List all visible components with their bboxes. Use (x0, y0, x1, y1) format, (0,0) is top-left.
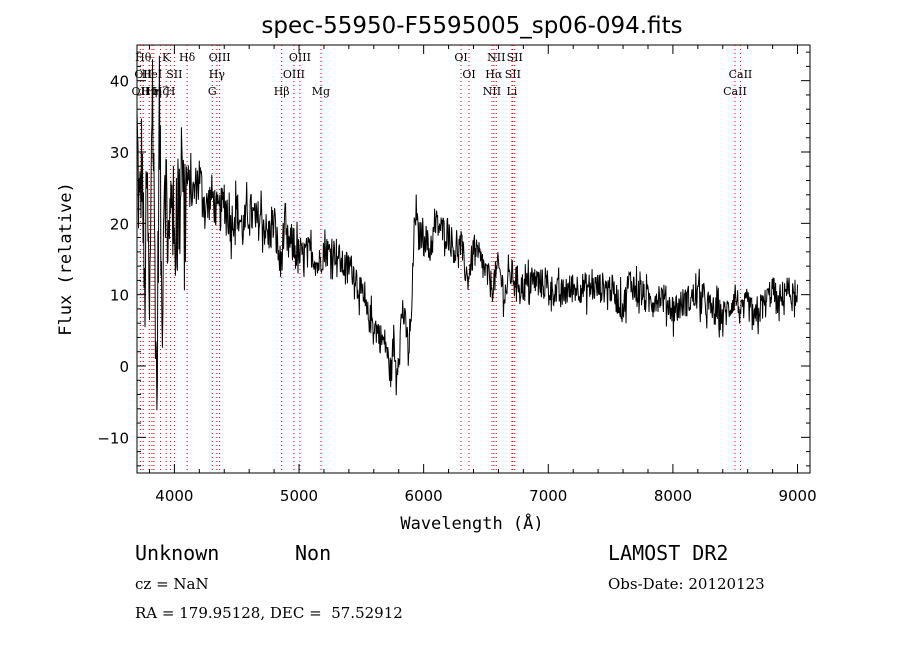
spectral-line-label: Hη (141, 85, 157, 98)
spectral-line-label: NII (483, 85, 501, 98)
y-tick-label: 40 (110, 73, 129, 91)
spectral-line-label: Li (506, 85, 517, 98)
spectral-line-label: K (162, 51, 171, 64)
spectral-line-label: Hβ (274, 85, 290, 98)
y-tick-label: 30 (110, 144, 129, 162)
spectral-line-label: Hζ (153, 85, 169, 98)
spectral-line-label: OIII (283, 68, 305, 81)
spectral-line-label: OII (134, 68, 152, 81)
y-tick-label: −10 (97, 429, 129, 447)
spectral-line-label: Hγ (209, 68, 226, 81)
spectral-line-label: SII (505, 68, 521, 81)
plot-frame (136, 44, 811, 474)
spectral-line-label: G (208, 85, 217, 98)
spectral-line-label: OII (132, 85, 150, 98)
spectral-line-label: Hη (146, 85, 162, 98)
object-subclass: Non (295, 541, 332, 565)
y-tick-label: 10 (110, 287, 129, 305)
x-tick-label: 7000 (529, 487, 567, 505)
redshift-cz: cz = NaN (135, 575, 209, 593)
x-tick-label: 9000 (778, 487, 816, 505)
spectral-line-label: OI (454, 51, 467, 64)
object-class: Unknown (135, 541, 220, 565)
spectral-line-label: OIII (209, 51, 231, 64)
ra-dec-coordinates: RA = 179.95128, DEC = 57.52912 (135, 604, 403, 622)
spectral-line-label: Hθ (135, 51, 152, 64)
axis-ticks: 4000 5000 6000 7000 8000 9000 −10 0 10 20 30 40 (97, 45, 817, 505)
spectral-line-label: CaII (723, 85, 747, 98)
spectral-line-label: Mg (312, 85, 330, 98)
x-tick-label: 6000 (405, 487, 443, 505)
observation-date: Obs-Date: 20120123 (608, 575, 765, 593)
x-tick-label: 5000 (280, 487, 318, 505)
spectral-line-label: CaII (729, 68, 753, 81)
spectral-line-label: H (166, 85, 176, 98)
spectrum-series-line (136, 55, 798, 411)
spectral-line-label: OI (462, 68, 475, 81)
spectral-line-label: NII (487, 51, 505, 64)
spectral-line-label: SII (166, 68, 182, 81)
spectral-line-label: SII (507, 51, 523, 64)
spectral-line-label: OIII (289, 51, 311, 64)
y-axis-label: Flux (relative) (56, 182, 76, 336)
survey-name: LAMOST DR2 (608, 541, 729, 565)
y-tick-label: 20 (110, 215, 129, 233)
x-tick-label: 8000 (654, 487, 692, 505)
chart-title: spec-55950-F5595005_sp06-094.fits (261, 13, 682, 39)
x-axis-label: Wavelength (Å) (400, 512, 543, 534)
y-tick-label: 0 (119, 358, 129, 376)
spectral-line-markers: OIIHθOIIHηHeIHηHζKHSIIHδGHγOIIIHβOIIIOII… (132, 45, 753, 473)
x-tick-label: 4000 (155, 487, 193, 505)
spectral-line-label: Hδ (179, 51, 196, 64)
spectral-line-label: Hα (485, 68, 503, 81)
